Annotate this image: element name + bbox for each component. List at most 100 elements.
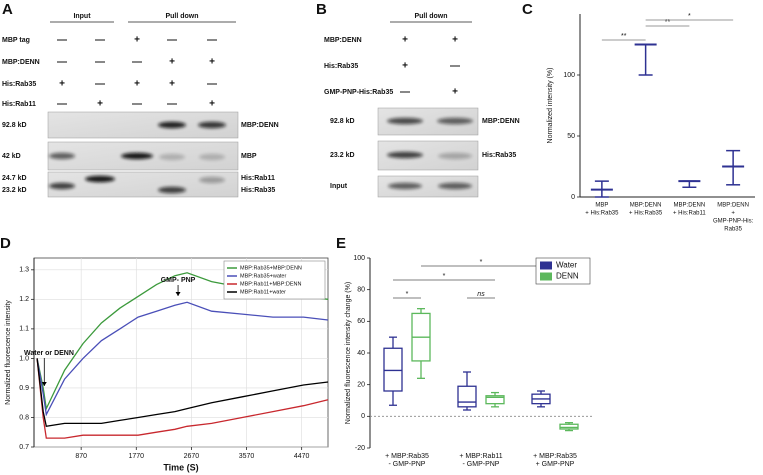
blot-band — [199, 153, 225, 161]
blot-band — [199, 176, 225, 184]
series-line — [36, 358, 329, 439]
blot-band — [159, 153, 185, 161]
y-tick-label: 40 — [357, 350, 365, 357]
row-sign: — — [450, 61, 460, 72]
row-sign: — — [132, 99, 142, 110]
row-sign: — — [167, 99, 177, 110]
x-tick-label: + MBP:Rab11 — [459, 453, 502, 460]
size-label: 42 kD — [2, 153, 21, 160]
y-tick-label: 0 — [361, 413, 365, 420]
blot-band — [158, 186, 186, 194]
row-sign: + — [134, 79, 140, 90]
row-sign: — — [95, 57, 105, 68]
legend-label: MBP:Rab35+MBP:DENN — [240, 265, 302, 271]
legend-swatch — [540, 261, 552, 270]
row-label: MBP:DENN — [2, 59, 40, 66]
box — [383, 347, 403, 392]
row-sign: — — [57, 57, 67, 68]
y-tick-label: 1.1 — [19, 326, 29, 333]
y-axis-title: Normalized fluorescence intensity — [5, 300, 12, 405]
row-sign: — — [167, 35, 177, 46]
significance-label: * — [443, 273, 446, 280]
y-tick-label: 0.9 — [19, 385, 29, 392]
y-tick-label: -20 — [355, 445, 365, 452]
legend-swatch — [540, 272, 552, 281]
x-tick-label: + — [731, 211, 735, 217]
row-sign: + — [209, 57, 215, 68]
panel-letter: C — [522, 1, 533, 18]
blot-band — [49, 182, 75, 190]
annotation-arrowhead — [175, 292, 181, 296]
y-tick-label: 20 — [357, 382, 365, 389]
row-sign: — — [57, 99, 67, 110]
size-label: 92.8 kD — [2, 122, 27, 129]
significance-label: * — [480, 259, 483, 266]
x-tick-label: 3570 — [239, 453, 255, 460]
panel-letter: A — [2, 1, 13, 18]
panel-letter: E — [336, 235, 346, 252]
x-tick-label: - GMP-PNP — [389, 461, 426, 468]
group-header: Input — [73, 13, 91, 20]
box — [485, 395, 505, 405]
annotation-arrowhead — [41, 382, 47, 386]
blot-membrane — [47, 171, 239, 198]
box — [559, 423, 579, 430]
legend-label: DENN — [556, 272, 579, 281]
row-sign: + — [169, 79, 175, 90]
band-label: MBP:DENN — [482, 118, 520, 125]
x-tick-label: + His:Rab35 — [585, 211, 619, 217]
legend-label: MBP:Rab11+MBP:DENN — [240, 281, 302, 287]
row-sign: + — [402, 61, 408, 72]
row-sign: — — [132, 57, 142, 68]
group-header: Pull down — [414, 13, 447, 20]
x-tick-label: GMP-PNP-His: — [713, 219, 754, 225]
x-tick-label: 1770 — [128, 453, 144, 460]
blot-membrane — [377, 175, 479, 198]
x-tick-label: MBP:DENN — [717, 203, 749, 209]
y-tick-label: 60 — [357, 318, 365, 325]
row-label: His:Rab35 — [2, 81, 36, 88]
blot-band — [387, 117, 423, 125]
row-sign: — — [57, 35, 67, 46]
y-tick-label: 1.3 — [19, 267, 29, 274]
series-line — [36, 301, 329, 417]
band-label: His:Rab11 — [241, 175, 275, 182]
significance-label: ns — [477, 291, 485, 298]
row-label: MBP tag — [2, 37, 30, 44]
y-tick-label: 1.0 — [19, 355, 29, 362]
significance-label: * — [406, 291, 409, 298]
row-sign: — — [207, 79, 217, 90]
band-label: MBP — [241, 153, 257, 160]
y-axis-title: Normalized intensity (%) — [547, 68, 554, 144]
annotation: GMP- PNP — [161, 277, 196, 284]
x-tick-label: + His:Rab35 — [629, 211, 663, 217]
panel-letter: B — [316, 1, 327, 18]
y-tick-label: 100 — [353, 255, 365, 262]
band-label: MBP:DENN — [241, 122, 279, 129]
x-axis-title: Time (S) — [163, 462, 198, 472]
band-label: His:Rab35 — [482, 152, 516, 159]
row-label: MBP:DENN — [324, 37, 362, 44]
y-tick-label: 0.7 — [19, 444, 29, 451]
legend-label: MBP:Rab35+water — [240, 273, 286, 279]
significance-label: * — [688, 13, 691, 20]
size-label: 24.7 kD — [2, 175, 27, 182]
significance-label: ** — [665, 19, 671, 26]
y-tick-label: 0 — [571, 194, 575, 201]
panel-letter: D — [0, 235, 11, 252]
legend-box — [223, 260, 326, 300]
y-axis-title: Normalized fluorescence intensity change… — [345, 282, 352, 424]
y-tick-label: 1.2 — [19, 296, 29, 303]
blot-band — [437, 117, 473, 125]
blot-band — [198, 121, 226, 129]
blot-band — [49, 152, 75, 160]
row-sign: — — [207, 35, 217, 46]
legend-label: MBP:Rab11+water — [240, 289, 286, 295]
blot-band — [387, 151, 423, 159]
band-label: His:Rab35 — [241, 187, 275, 194]
size-label: 92.8 kD — [330, 118, 355, 125]
row-label: His:Rab11 — [2, 101, 36, 108]
row-sign: — — [95, 79, 105, 90]
box — [457, 385, 477, 408]
